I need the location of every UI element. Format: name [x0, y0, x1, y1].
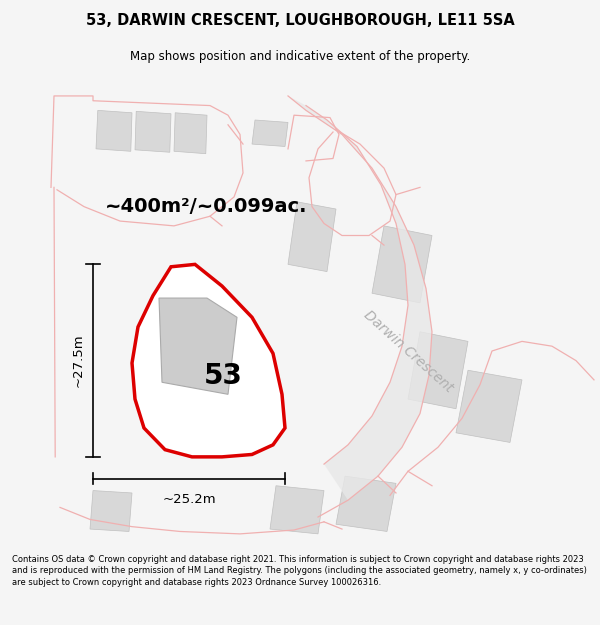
Text: 53: 53	[203, 362, 242, 389]
Polygon shape	[456, 370, 522, 442]
Polygon shape	[336, 476, 396, 531]
Text: Darwin Crescent: Darwin Crescent	[361, 308, 455, 394]
Polygon shape	[408, 332, 468, 409]
Text: 53, DARWIN CRESCENT, LOUGHBOROUGH, LE11 5SA: 53, DARWIN CRESCENT, LOUGHBOROUGH, LE11 …	[86, 12, 514, 28]
Polygon shape	[90, 491, 132, 531]
Polygon shape	[132, 264, 285, 457]
Polygon shape	[288, 202, 336, 272]
Polygon shape	[96, 111, 132, 151]
Polygon shape	[270, 486, 324, 534]
Text: Map shows position and indicative extent of the property.: Map shows position and indicative extent…	[130, 49, 470, 62]
Text: ~400m²/~0.099ac.: ~400m²/~0.099ac.	[105, 197, 308, 216]
Polygon shape	[174, 112, 207, 154]
Polygon shape	[135, 111, 171, 152]
Text: ~25.2m: ~25.2m	[162, 493, 216, 506]
Polygon shape	[288, 96, 432, 500]
Polygon shape	[372, 226, 432, 303]
Text: ~27.5m: ~27.5m	[71, 334, 85, 388]
Polygon shape	[252, 120, 288, 146]
Polygon shape	[159, 298, 237, 394]
Text: Contains OS data © Crown copyright and database right 2021. This information is : Contains OS data © Crown copyright and d…	[12, 554, 587, 587]
